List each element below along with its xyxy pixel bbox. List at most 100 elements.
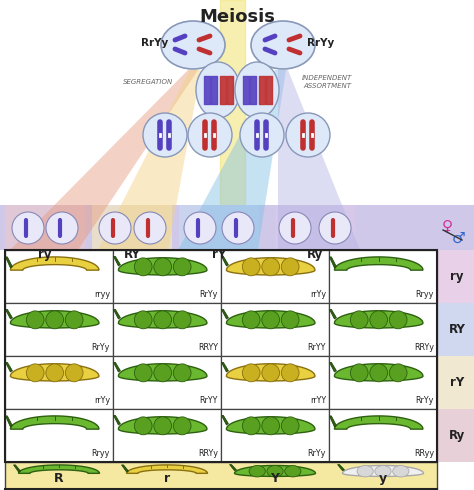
Ellipse shape (173, 311, 191, 329)
Bar (438, 250, 474, 303)
Bar (329, 303, 437, 356)
Text: RRYy: RRYy (414, 343, 434, 352)
Text: RrYy: RrYy (141, 38, 169, 48)
Polygon shape (337, 465, 345, 471)
Ellipse shape (251, 21, 315, 69)
Ellipse shape (242, 311, 260, 329)
Ellipse shape (173, 364, 191, 382)
Ellipse shape (188, 113, 232, 157)
Polygon shape (227, 258, 315, 275)
Polygon shape (334, 416, 423, 429)
Text: RRyy: RRyy (414, 449, 434, 458)
Polygon shape (127, 465, 208, 473)
Polygon shape (5, 257, 12, 268)
Polygon shape (334, 257, 423, 270)
Text: RrYY: RrYY (308, 343, 326, 352)
Polygon shape (235, 466, 316, 476)
Ellipse shape (134, 417, 152, 435)
Ellipse shape (389, 364, 407, 382)
Ellipse shape (143, 113, 187, 157)
Ellipse shape (281, 258, 299, 276)
Text: RrYy: RrYy (308, 449, 326, 458)
Text: r: r (164, 472, 170, 485)
Ellipse shape (262, 258, 280, 276)
Text: ry: ry (450, 270, 464, 283)
Bar (221, 303, 329, 356)
Ellipse shape (262, 417, 280, 435)
Text: rY: rY (212, 248, 226, 261)
Polygon shape (113, 256, 120, 266)
Ellipse shape (279, 212, 311, 244)
Bar (113, 250, 221, 303)
Text: RrYy: RrYy (307, 38, 335, 48)
Bar (113, 303, 221, 356)
Ellipse shape (370, 311, 388, 329)
Text: ♂: ♂ (452, 230, 466, 245)
Bar (329, 409, 437, 462)
Ellipse shape (375, 466, 391, 477)
Bar (92, 205, 172, 250)
Polygon shape (118, 364, 207, 381)
Text: RY: RY (448, 323, 465, 336)
Ellipse shape (134, 364, 152, 382)
Ellipse shape (46, 212, 78, 244)
Ellipse shape (393, 466, 409, 477)
Text: rrYy: rrYy (94, 396, 110, 405)
Bar (5, 462, 437, 489)
Polygon shape (5, 309, 12, 319)
Polygon shape (221, 256, 228, 266)
Polygon shape (221, 416, 228, 425)
Bar (275, 205, 355, 250)
Text: SEGREGATION: SEGREGATION (123, 79, 173, 85)
Bar (5, 250, 113, 303)
Text: Meiosis: Meiosis (199, 8, 275, 26)
Bar (438, 303, 474, 356)
Ellipse shape (286, 113, 330, 157)
Ellipse shape (357, 466, 374, 477)
Text: RY: RY (124, 248, 140, 261)
Bar (438, 409, 474, 462)
Bar (329, 356, 437, 409)
Ellipse shape (184, 212, 216, 244)
Ellipse shape (46, 311, 64, 329)
Polygon shape (329, 309, 337, 319)
Ellipse shape (281, 311, 299, 329)
Bar (113, 409, 221, 462)
Polygon shape (10, 257, 99, 270)
Ellipse shape (222, 212, 254, 244)
Polygon shape (227, 311, 315, 328)
Bar (221, 250, 329, 303)
Text: RrYy: RrYy (416, 396, 434, 405)
Text: RrYy: RrYy (91, 343, 110, 352)
Ellipse shape (196, 62, 240, 118)
Polygon shape (113, 363, 120, 372)
Polygon shape (118, 311, 207, 328)
Ellipse shape (281, 364, 299, 382)
Polygon shape (10, 364, 99, 381)
Polygon shape (10, 70, 198, 250)
Ellipse shape (235, 62, 279, 118)
Bar (5, 356, 113, 409)
Polygon shape (334, 364, 423, 381)
Polygon shape (5, 363, 12, 372)
Ellipse shape (389, 311, 407, 329)
Ellipse shape (240, 113, 284, 157)
Text: rryy: rryy (94, 290, 110, 299)
Polygon shape (227, 364, 315, 381)
Text: RRYY: RRYY (198, 343, 218, 352)
Bar (221, 409, 329, 462)
Text: Rryy: Rryy (416, 290, 434, 299)
Polygon shape (227, 417, 315, 434)
Text: Y: Y (271, 472, 280, 485)
Ellipse shape (154, 311, 172, 329)
Ellipse shape (249, 466, 265, 477)
Text: ♀: ♀ (441, 219, 453, 234)
Polygon shape (10, 311, 99, 328)
Text: RrYY: RrYY (200, 396, 218, 405)
Ellipse shape (370, 364, 388, 382)
Bar (329, 250, 437, 303)
Ellipse shape (154, 364, 172, 382)
Polygon shape (221, 363, 228, 372)
Ellipse shape (285, 466, 301, 477)
Ellipse shape (262, 364, 280, 382)
